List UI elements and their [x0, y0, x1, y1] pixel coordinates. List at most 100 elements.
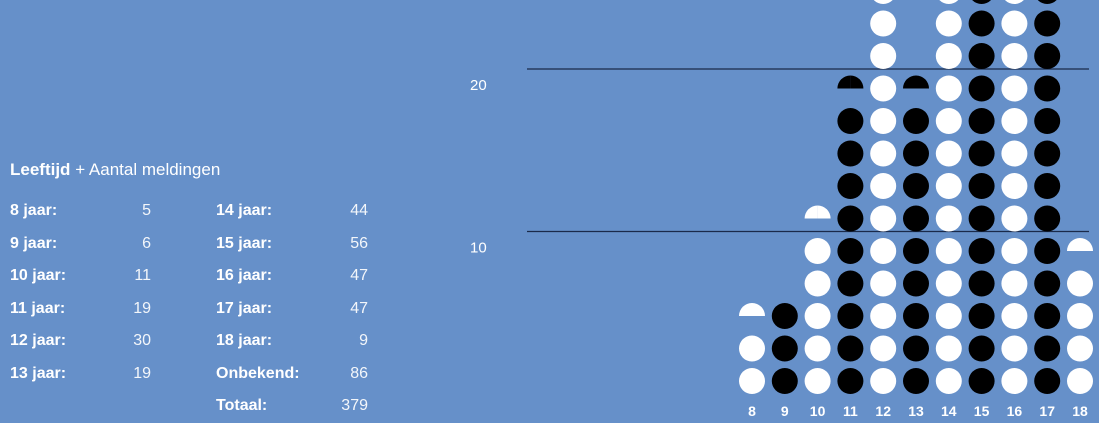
x-tick-label: 18 [1072, 403, 1088, 419]
x-tick-label: 15 [974, 403, 990, 419]
column-age-12 [870, 0, 897, 394]
dot [1067, 270, 1093, 297]
dot [935, 108, 962, 134]
partial-dot-segment [916, 75, 929, 89]
dot [935, 205, 962, 232]
dot [1067, 368, 1093, 394]
dot [804, 270, 831, 297]
table-row-left-4: 12 jaar: 30 [10, 332, 151, 350]
dot [935, 10, 962, 37]
column-age-14 [935, 0, 962, 394]
table-value: 9 [359, 332, 368, 349]
legend-title-rest: + Aantal meldingen [75, 160, 221, 179]
dot [935, 43, 962, 69]
table-value: 86 [350, 364, 368, 382]
dot [935, 270, 962, 297]
table-label: 11 jaar: [10, 299, 66, 317]
legend-title-bold: Leeftijd [10, 160, 71, 179]
dot [1001, 10, 1028, 37]
dot [1001, 43, 1028, 69]
table-value: 47 [350, 299, 368, 317]
dot [870, 108, 897, 134]
dot [968, 10, 995, 37]
table-row-left-0: 8 jaar: 5 [10, 202, 151, 220]
dot [968, 75, 995, 102]
y-tick-label: 10 [470, 240, 487, 257]
dot [804, 368, 831, 394]
partial-dot-segment [837, 75, 851, 89]
partial-dot-segment [1067, 238, 1080, 251]
dot [903, 303, 929, 329]
dot [935, 368, 962, 394]
dot [1001, 205, 1028, 232]
table-label: 10 jaar: [10, 267, 67, 284]
dot [1034, 75, 1061, 102]
partial-dot-segment [739, 303, 752, 316]
dot [968, 238, 995, 264]
dot [739, 368, 765, 394]
table-value: 44 [350, 202, 368, 219]
partial-dot-segment [903, 75, 916, 89]
dot [972, 0, 991, 4]
table-row-left-5: 13 jaar: 19 [10, 365, 151, 383]
dot [903, 368, 929, 394]
table-row-right-5: Onbekend: 86 [216, 365, 368, 383]
dot [1067, 335, 1093, 362]
table-row-right-6: Totaal: 379 [216, 397, 368, 415]
table-label: 9 jaar: [10, 234, 58, 252]
dot [968, 335, 995, 362]
dot [837, 140, 864, 167]
x-tick-label: 9 [781, 403, 789, 419]
x-tick-label: 8 [748, 403, 756, 419]
dot [1001, 75, 1028, 102]
table-label: 17 jaar: [216, 299, 273, 317]
dot [870, 173, 897, 199]
partial-dot-segment [1080, 238, 1093, 251]
dot [1034, 205, 1061, 232]
column-age-16 [1001, 0, 1028, 394]
dot [870, 368, 897, 394]
dot [870, 303, 897, 329]
dot [968, 303, 995, 329]
table-row-right-3: 17 jaar: 47 [216, 300, 368, 318]
table-row-left-2: 10 jaar: 11 [10, 267, 151, 285]
dot [804, 238, 831, 264]
x-tick-label: 11 [843, 403, 858, 419]
dot [870, 10, 897, 37]
dot [1034, 173, 1061, 199]
dot [935, 173, 962, 199]
dot [870, 75, 897, 102]
column-age-8 [739, 303, 765, 394]
dot [1001, 108, 1028, 134]
dot [935, 303, 962, 329]
table-row-right-1: 15 jaar: 56 [216, 235, 368, 253]
table-label: 12 jaar: [10, 332, 67, 349]
dot [968, 270, 995, 297]
dot [968, 368, 995, 394]
dot [1034, 368, 1061, 394]
table-label: 18 jaar: [216, 332, 273, 349]
dot [1034, 10, 1061, 37]
dot [1034, 238, 1061, 264]
x-tick-label: 14 [941, 403, 957, 419]
column-age-11 [837, 75, 864, 394]
legend-title: Leeftijd + Aantal meldingen [10, 160, 220, 180]
dot [903, 173, 929, 199]
table-row-left-1: 9 jaar: 6 [10, 235, 151, 253]
dot [968, 43, 995, 69]
dot [1001, 303, 1028, 329]
dot [968, 205, 995, 232]
column-age-9 [771, 303, 798, 394]
x-tick-label: 17 [1039, 403, 1055, 419]
dot [870, 335, 897, 362]
dot [1001, 270, 1028, 297]
dot [935, 335, 962, 362]
dot [1037, 0, 1057, 4]
dot [968, 108, 995, 134]
dot [1034, 303, 1061, 329]
dot [837, 108, 864, 134]
dot [837, 270, 864, 297]
x-tick-label: 13 [908, 403, 924, 419]
dot [903, 205, 929, 232]
dot [739, 335, 765, 362]
